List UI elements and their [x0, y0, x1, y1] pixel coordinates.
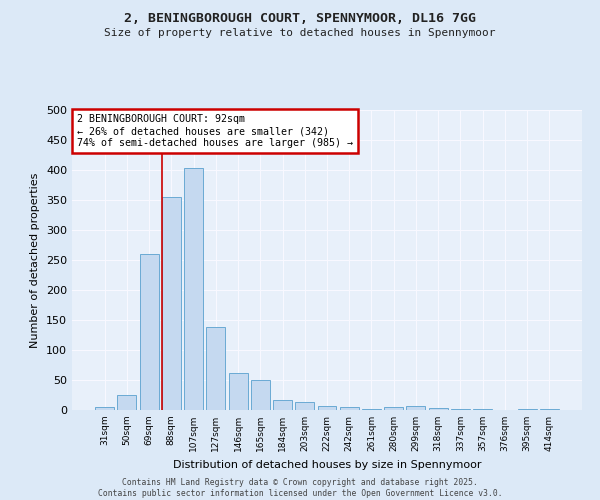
Text: 2 BENINGBOROUGH COURT: 92sqm
← 26% of detached houses are smaller (342)
74% of s: 2 BENINGBOROUGH COURT: 92sqm ← 26% of de… [77, 114, 353, 148]
Text: Size of property relative to detached houses in Spennymoor: Size of property relative to detached ho… [104, 28, 496, 38]
Bar [295, 402, 314, 410]
Bar [118, 395, 136, 410]
Bar [340, 407, 359, 410]
Bar [162, 197, 181, 410]
Bar [206, 327, 225, 410]
Bar [229, 373, 248, 410]
Bar [273, 400, 292, 410]
Bar [95, 407, 114, 410]
X-axis label: Distribution of detached houses by size in Spennymoor: Distribution of detached houses by size … [173, 460, 481, 469]
Bar [384, 407, 403, 410]
Bar [251, 380, 270, 410]
Bar [317, 406, 337, 410]
Bar [540, 409, 559, 410]
Text: 2, BENINGBOROUGH COURT, SPENNYMOOR, DL16 7GG: 2, BENINGBOROUGH COURT, SPENNYMOOR, DL16… [124, 12, 476, 26]
Bar [429, 408, 448, 410]
Bar [518, 409, 536, 410]
Bar [184, 168, 203, 410]
Text: Contains HM Land Registry data © Crown copyright and database right 2025.
Contai: Contains HM Land Registry data © Crown c… [98, 478, 502, 498]
Bar [140, 254, 158, 410]
Y-axis label: Number of detached properties: Number of detached properties [31, 172, 40, 348]
Bar [406, 406, 425, 410]
Bar [362, 409, 381, 410]
